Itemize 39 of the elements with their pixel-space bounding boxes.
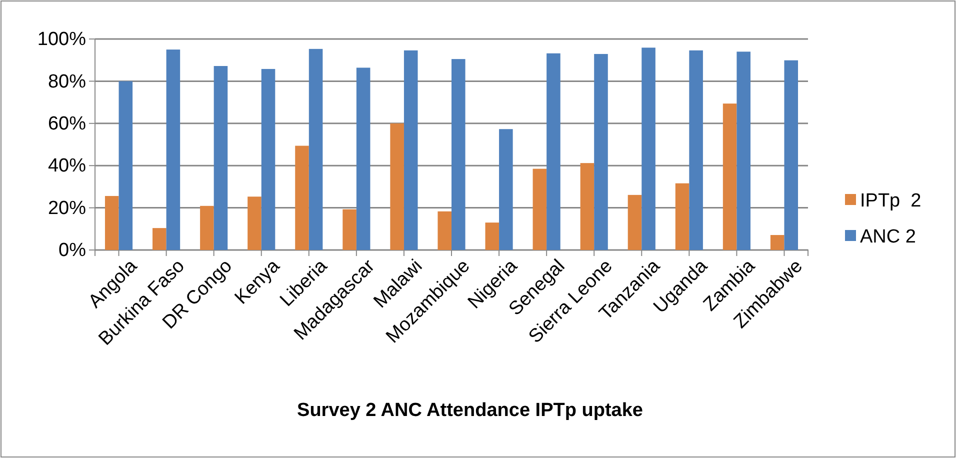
- bar: [248, 196, 262, 250]
- bar: [404, 50, 418, 250]
- bar: [736, 52, 750, 250]
- bar: [594, 54, 608, 250]
- bar: [580, 163, 594, 250]
- bar: [104, 196, 119, 250]
- y-tick-label: 0%: [58, 240, 86, 262]
- bar: [770, 235, 784, 250]
- y-tick-label: 100%: [37, 29, 86, 50]
- bar: [308, 48, 323, 250]
- y-tick-label: 40%: [48, 156, 86, 177]
- bar: [546, 53, 560, 250]
- y-tick-label: 80%: [48, 71, 86, 92]
- bar: [532, 168, 547, 250]
- bar: [152, 228, 166, 250]
- y-tick-label: 20%: [48, 198, 86, 219]
- bar: [452, 59, 466, 250]
- bar: [628, 194, 642, 250]
- y-tick-label: 60%: [48, 113, 86, 134]
- bar: [485, 222, 500, 250]
- bar: [689, 50, 703, 250]
- bar: [642, 48, 656, 250]
- bar: [499, 129, 513, 250]
- bar: [356, 68, 370, 250]
- bar: [295, 146, 309, 250]
- bar: [166, 50, 180, 250]
- legend-label: ANC 2: [860, 226, 916, 248]
- bar: [784, 60, 798, 250]
- bar: [342, 209, 356, 250]
- text: Survey 2 ANC Attendance IPTp uptake: [297, 400, 643, 421]
- bar: [675, 183, 690, 250]
- bar: [438, 211, 452, 250]
- bar: [261, 68, 276, 250]
- bar: [722, 104, 737, 250]
- legend-label: IPTp 2: [860, 190, 922, 212]
- bar: [200, 206, 214, 250]
- bar: [390, 123, 404, 250]
- bar: [214, 66, 228, 250]
- bar: [118, 81, 133, 250]
